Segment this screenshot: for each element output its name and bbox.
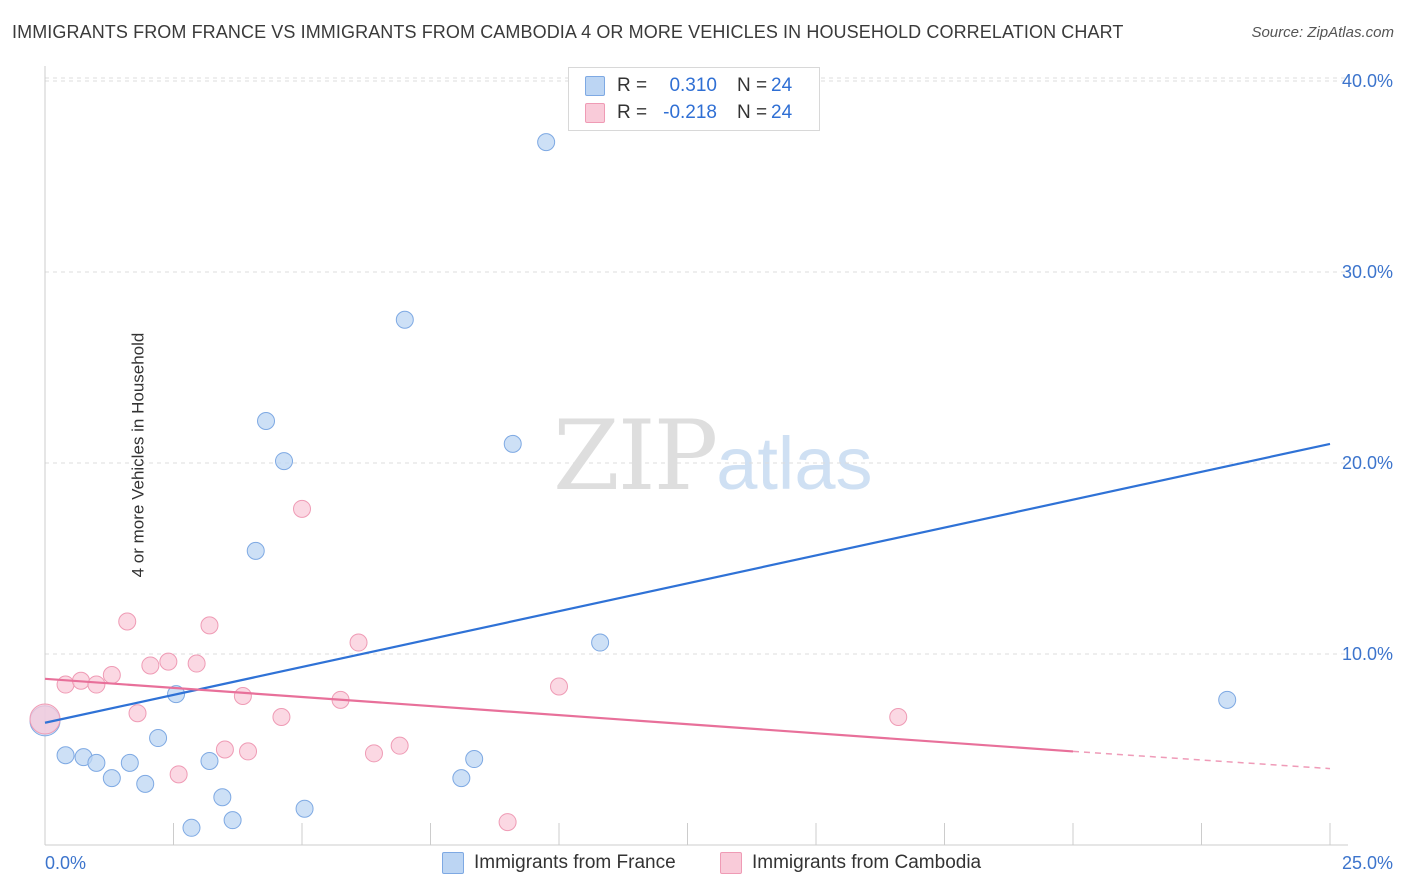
data-point-cambodia bbox=[169, 765, 188, 784]
data-point-france bbox=[149, 729, 168, 748]
data-point-cambodia bbox=[293, 499, 311, 518]
y-tick-label: 30.0% bbox=[1342, 262, 1393, 282]
legend-swatch-france bbox=[585, 76, 605, 96]
data-point-cambodia bbox=[215, 740, 234, 759]
data-point-france bbox=[246, 541, 265, 560]
legend-n-label: N = bbox=[737, 75, 768, 96]
legend-label-france: Immigrants from France bbox=[474, 852, 676, 873]
data-point-france bbox=[200, 751, 219, 770]
legend-r-value-cambodia: -0.218 bbox=[663, 102, 717, 123]
y-tick-label: 20.0% bbox=[1342, 453, 1393, 473]
data-point-cambodia bbox=[364, 744, 383, 763]
correlation-legend: R = 0.310 N = 24 R = -0.218 N = 24 bbox=[568, 67, 820, 131]
data-point-cambodia bbox=[187, 654, 206, 673]
data-point-cambodia bbox=[239, 742, 258, 761]
legend-r-value-france: 0.310 bbox=[669, 75, 717, 96]
legend-r-label: R = bbox=[617, 75, 648, 96]
legend-swatch-cambodia bbox=[585, 103, 605, 123]
data-point-cambodia bbox=[56, 675, 75, 694]
source-credit: Source: ZipAtlas.com bbox=[1251, 24, 1394, 41]
data-point-france bbox=[120, 753, 139, 772]
data-point-france bbox=[465, 750, 484, 769]
trend-line-dashed-cambodia bbox=[1072, 750, 1331, 770]
data-point-cambodia bbox=[550, 677, 568, 696]
legend-row-france: R = 0.310 N = 24 bbox=[585, 74, 792, 98]
legend-n-label: N = bbox=[737, 102, 768, 123]
trend-line-france bbox=[44, 442, 1331, 724]
data-point-france bbox=[223, 811, 242, 830]
data-point-cambodia bbox=[272, 708, 291, 727]
y-axis-label: 4 or more Vehicles in Household bbox=[128, 332, 148, 578]
data-point-cambodia bbox=[118, 612, 137, 631]
data-point-france bbox=[136, 774, 155, 793]
legend-swatch-france bbox=[442, 852, 464, 874]
data-point-cambodia bbox=[29, 703, 61, 735]
data-point-cambodia bbox=[87, 675, 106, 694]
data-point-cambodia bbox=[390, 736, 409, 755]
watermark-zip: ZIP bbox=[553, 400, 718, 512]
data-point-france bbox=[56, 746, 75, 765]
data-point-cambodia bbox=[102, 666, 121, 685]
data-point-france bbox=[182, 818, 201, 837]
y-tick-label: 40.0% bbox=[1342, 71, 1393, 91]
data-point-cambodia bbox=[141, 656, 160, 675]
trend-line-cambodia bbox=[44, 677, 1074, 753]
legend-item-cambodia[interactable]: Immigrants from Cambodia bbox=[720, 852, 981, 874]
x-tick-label: 25.0% bbox=[1342, 853, 1393, 873]
legend-r-label: R = bbox=[617, 102, 648, 123]
legend-swatch-cambodia bbox=[720, 852, 742, 874]
legend-label-cambodia: Immigrants from Cambodia bbox=[752, 852, 982, 873]
data-point-france bbox=[452, 769, 471, 788]
y-tick-label: 10.0% bbox=[1342, 644, 1393, 664]
data-point-cambodia bbox=[200, 616, 219, 635]
data-point-cambodia bbox=[159, 652, 178, 671]
data-point-france bbox=[213, 788, 232, 807]
x-tick-label: 0.0% bbox=[45, 853, 86, 873]
data-point-cambodia bbox=[889, 708, 908, 727]
legend-row-cambodia: R = -0.218 N = 24 bbox=[585, 101, 792, 125]
data-point-france bbox=[275, 452, 294, 471]
data-point-france bbox=[295, 799, 314, 818]
data-point-france bbox=[257, 411, 276, 430]
legend-n-value-cambodia: 24 bbox=[771, 102, 793, 123]
chart-title: IMMIGRANTS FROM FRANCE VS IMMIGRANTS FRO… bbox=[12, 22, 1124, 42]
data-point-france bbox=[87, 753, 106, 772]
data-point-france bbox=[1218, 690, 1237, 709]
data-point-cambodia bbox=[349, 633, 368, 652]
data-point-france bbox=[395, 310, 414, 329]
series-legend: Immigrants from France Immigrants from C… bbox=[0, 852, 1406, 878]
data-point-cambodia bbox=[128, 704, 147, 723]
data-point-cambodia bbox=[498, 813, 517, 832]
legend-n-value-france: 24 bbox=[771, 75, 793, 96]
data-point-france bbox=[102, 769, 121, 788]
data-point-france bbox=[503, 434, 522, 453]
data-point-france bbox=[591, 633, 610, 652]
legend-item-france[interactable]: Immigrants from France bbox=[442, 852, 676, 874]
data-point-france bbox=[537, 133, 556, 152]
data-point-cambodia bbox=[233, 687, 252, 706]
